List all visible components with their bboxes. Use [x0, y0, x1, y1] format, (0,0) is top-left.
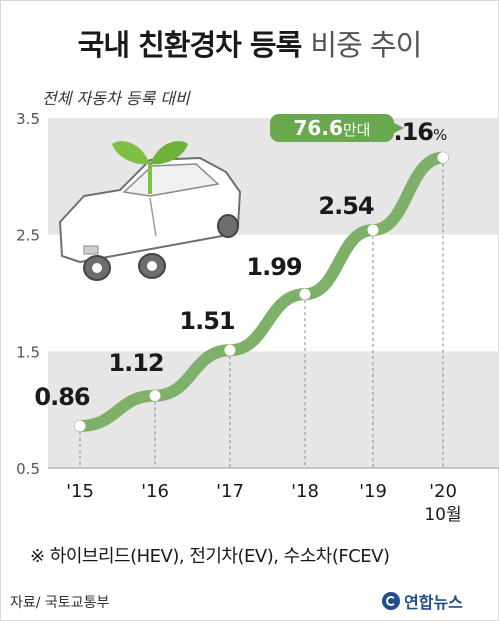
x-tick-label: '16 — [141, 481, 169, 502]
x-tick-label: '20 — [429, 481, 457, 502]
x-tick-label: '15 — [66, 481, 94, 502]
series-line — [74, 151, 449, 432]
data-label: 0.86 — [34, 383, 90, 411]
y-tick-label: 2.5 — [16, 227, 40, 245]
x-tick-label: '17 — [216, 481, 244, 502]
callout: 76.6만대 — [270, 114, 404, 142]
title-main: 국내 친환경차 등록 — [77, 28, 303, 62]
data-point — [74, 420, 86, 432]
data-point — [367, 224, 379, 236]
sprout-leaf-left-icon — [112, 141, 150, 165]
data-label: 1.51 — [179, 307, 235, 335]
yonhap-logo: 연합뉴스 — [382, 589, 463, 613]
title-sub: 비중 추이 — [310, 28, 422, 62]
data-point — [149, 390, 161, 402]
x-axis: '15 '16 '17 '18 '19 '20 10월 — [66, 481, 462, 525]
x-tick-note: 10월 — [424, 505, 461, 525]
y-axis-title: 전체 자동차 등록 대비 — [42, 89, 191, 108]
source-text: 자료/ 국토교통부 — [10, 595, 110, 611]
callout-unit: 만대 — [343, 121, 371, 139]
y-tick-label: 3.5 — [16, 110, 40, 128]
yonhap-logo-text: 연합뉴스 — [404, 593, 463, 612]
data-label: 1.12 — [108, 349, 163, 377]
data-point — [437, 152, 449, 164]
data-label: 1.99 — [246, 253, 302, 281]
yonhap-logo-icon — [382, 592, 400, 610]
data-label-unit: % — [433, 126, 447, 144]
guide-lines — [79, 157, 444, 468]
line-chart: 0.861.121.511.992.543.16% 3.52.51.50.5전체… — [16, 89, 499, 525]
y-tick-label: 0.5 — [16, 460, 40, 478]
x-tick-label: '19 — [359, 481, 387, 502]
car-back-wheel-icon — [217, 214, 239, 238]
y-axis: 3.5 2.5 1.5 0.5 전체 자동차 등록 대비 — [16, 89, 191, 478]
sprout-leaf-right-icon — [150, 141, 188, 165]
callout-pointer — [394, 123, 404, 133]
x-tick-label: '18 — [291, 481, 319, 502]
y-tick-label: 1.5 — [16, 343, 40, 361]
car-windshield-icon — [122, 163, 220, 197]
eco-car-illustration — [59, 141, 241, 281]
chart-title: 국내 친환경차 등록 비중 추이 — [0, 22, 499, 64]
callout-box — [270, 114, 394, 142]
data-label: 2.54 — [318, 192, 374, 220]
data-point — [299, 288, 311, 300]
car-door-line — [149, 197, 157, 237]
car-headlight-icon — [83, 245, 99, 255]
data-point — [224, 344, 236, 356]
footnote: ※ 하이브리드(HEV), 전기차(EV), 수소차(FCEV) — [30, 546, 390, 567]
callout-text: 76.6만대 — [294, 116, 371, 140]
